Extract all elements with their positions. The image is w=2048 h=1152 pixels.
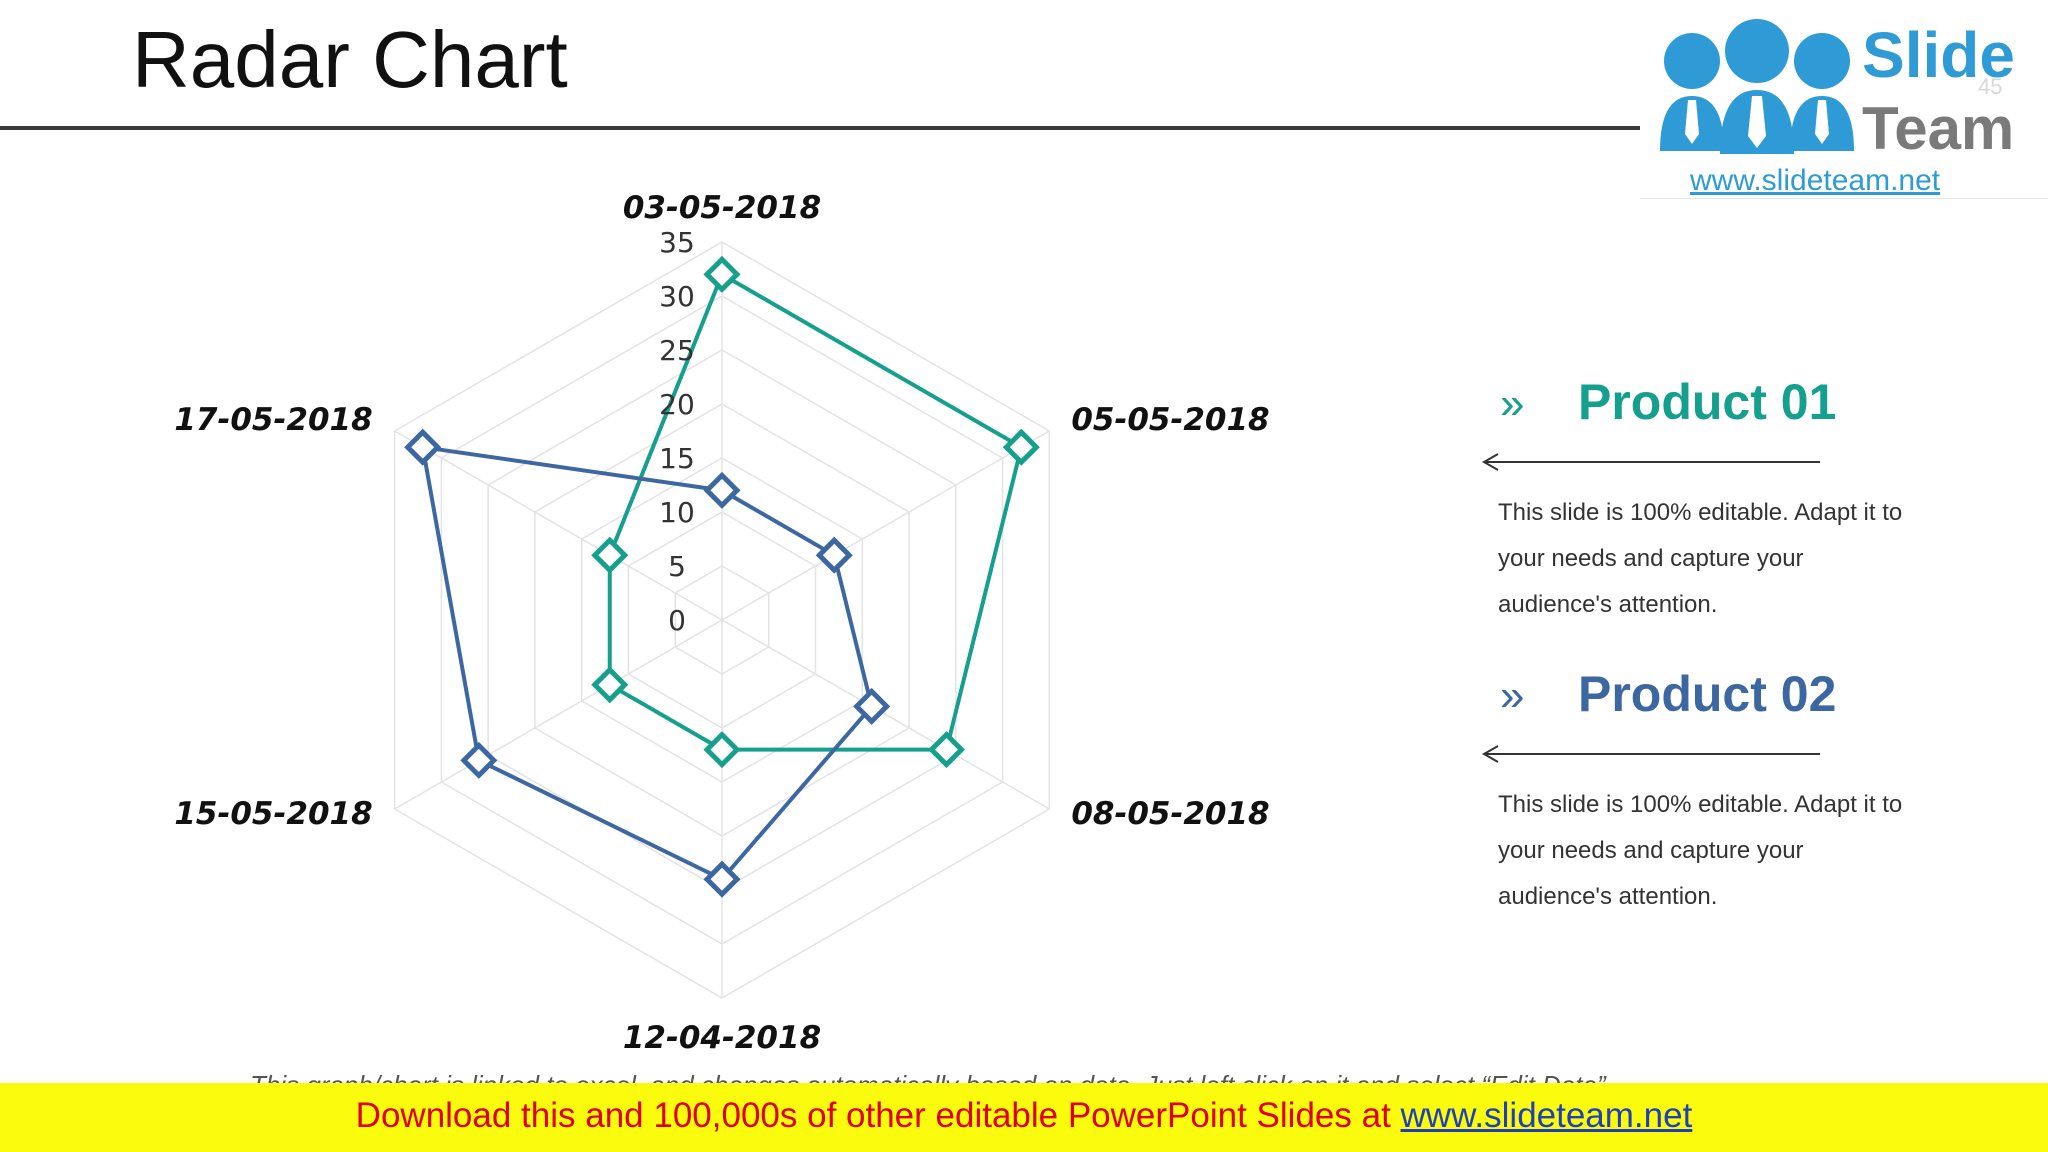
legend-product-02-title: Product 02 xyxy=(1578,666,1837,722)
people-icon xyxy=(1660,19,1854,154)
grid-spoke xyxy=(721,430,1050,621)
grid-spoke xyxy=(394,619,723,810)
radar-grid xyxy=(393,241,1051,999)
radar-category-labels: 03-05-2018 05-05-2018 08-05-2018 12-04-2018… xyxy=(174,190,1269,1056)
grid-spoke xyxy=(721,619,1050,810)
legend-product-02: » Product 02 This slide is 100% editable… xyxy=(1480,664,1940,910)
chevron-icon: » xyxy=(1500,671,1525,720)
legend-product-01-description: This slide is 100% editable. Adapt it to… xyxy=(1498,499,1903,618)
radar-chart: 0 5 10 15 20 25 30 35 03-05-2018 05-05-2018 08-05… xyxy=(174,190,1269,1056)
data-point-marker xyxy=(703,860,741,898)
logo-url-link[interactable]: www.slideteam.net xyxy=(1690,164,1941,197)
logo-word-slide: Slide xyxy=(1862,19,2015,91)
banner-text: Download this and 100,000s of other edit… xyxy=(355,1096,1401,1135)
category-label: 08-05-2018 xyxy=(1071,796,1269,832)
tick-label: 25 xyxy=(659,334,695,367)
category-label: 17-05-2018 xyxy=(174,402,372,438)
tick-label: 5 xyxy=(668,550,686,583)
legend-product-01: » Product 01 This slide is 100% editable… xyxy=(1480,372,1940,618)
logo-word-team: Team xyxy=(1862,95,2015,162)
tick-label: 35 xyxy=(659,226,695,259)
legend-product-01-title: Product 01 xyxy=(1578,374,1837,430)
legend-product-02-description: This slide is 100% editable. Adapt it to… xyxy=(1498,791,1903,910)
chevron-icon: » xyxy=(1500,379,1525,428)
banner-link[interactable]: www.slideteam.net xyxy=(1400,1096,1693,1135)
category-label: 03-05-2018 xyxy=(623,190,821,226)
data-point-marker xyxy=(815,536,853,574)
arrow-left-icon xyxy=(1481,453,1820,471)
tick-label: 10 xyxy=(659,496,695,529)
page-number: 45 xyxy=(1978,74,2003,99)
data-point-marker xyxy=(853,687,891,725)
data-point-marker xyxy=(703,255,741,293)
radar-series xyxy=(404,255,1040,898)
data-point-marker xyxy=(1002,428,1040,466)
data-point-marker xyxy=(703,471,741,509)
tick-label: 0 xyxy=(668,604,686,637)
data-point-marker xyxy=(591,536,629,574)
data-point-marker xyxy=(404,428,442,466)
download-banner[interactable]: Download this and 100,000s of other edit… xyxy=(0,1083,2048,1152)
data-point-marker xyxy=(591,666,629,704)
tick-label: 20 xyxy=(659,388,695,421)
arrow-left-icon xyxy=(1481,745,1820,763)
data-point-marker xyxy=(703,731,741,769)
radar-tick-labels: 0 5 10 15 20 25 30 35 xyxy=(659,226,695,637)
data-point-marker xyxy=(460,741,498,779)
tick-label: 30 xyxy=(659,280,695,313)
category-label: 12-04-2018 xyxy=(623,1020,821,1056)
slide-title: Radar Chart xyxy=(132,15,568,104)
slideteam-logo[interactable]: Slide Team 45 www.slideteam.net xyxy=(1640,8,2048,199)
data-point-marker xyxy=(927,731,966,769)
title-divider xyxy=(0,126,1650,130)
category-label: 05-05-2018 xyxy=(1071,402,1269,438)
category-label: 15-05-2018 xyxy=(174,796,372,832)
tick-label: 15 xyxy=(659,442,695,475)
grid-spoke xyxy=(394,430,723,621)
